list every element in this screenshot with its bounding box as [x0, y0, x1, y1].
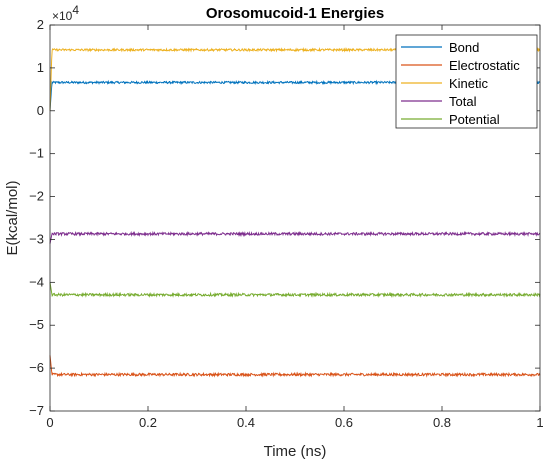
- y-tick-label: −2: [29, 189, 44, 204]
- x-tick-label: 1: [536, 415, 543, 430]
- y-axis-label: E(kcal/mol): [4, 180, 21, 255]
- y-exponent: ×104: [52, 3, 79, 23]
- x-tick-label: 0.4: [237, 415, 255, 430]
- x-tick-label: 0.6: [335, 415, 353, 430]
- x-tick-layer: 0 0.2 0.4 0.6 0.8 1: [46, 25, 544, 430]
- y-tick-label: −3: [29, 231, 44, 246]
- legend-label: Electrostatic: [449, 58, 520, 73]
- legend-label: Bond: [449, 40, 479, 55]
- y-tick-label: −7: [29, 403, 44, 418]
- x-tick-label: 0.2: [139, 415, 157, 430]
- y-tick-label: −1: [29, 146, 44, 161]
- legend-label: Kinetic: [449, 76, 489, 91]
- series-line-electrostatic: [49, 355, 541, 378]
- plot-frame: [49, 24, 541, 412]
- legend-label: Total: [449, 94, 477, 109]
- legend-box: [395, 34, 538, 129]
- y-tick-label: −5: [29, 317, 44, 332]
- legend: Bond Electrostatic Kinetic Total Potential: [395, 34, 538, 129]
- series-line-potential: [49, 282, 541, 298]
- x-tick-label: 0.8: [433, 415, 451, 430]
- y-tick-layer: −7 −6 −5 −4 −3 −2 −1 0 1 2: [29, 17, 540, 418]
- y-tick-label: −4: [29, 274, 44, 289]
- y-exponent-power: 4: [72, 3, 79, 17]
- x-axis-label: Time (ns): [264, 443, 327, 460]
- y-tick-label: 2: [37, 17, 44, 32]
- y-tick-label: 0: [37, 103, 44, 118]
- series-line-total: [49, 230, 541, 244]
- x-tick-label: 0: [46, 415, 53, 430]
- chart-title: Orosomucoid-1 Energies: [206, 5, 384, 22]
- y-tick-label: −6: [29, 360, 44, 375]
- y-exponent-base: ×10: [52, 9, 73, 23]
- legend-label: Potential: [449, 112, 500, 127]
- y-tick-label: 1: [37, 60, 44, 75]
